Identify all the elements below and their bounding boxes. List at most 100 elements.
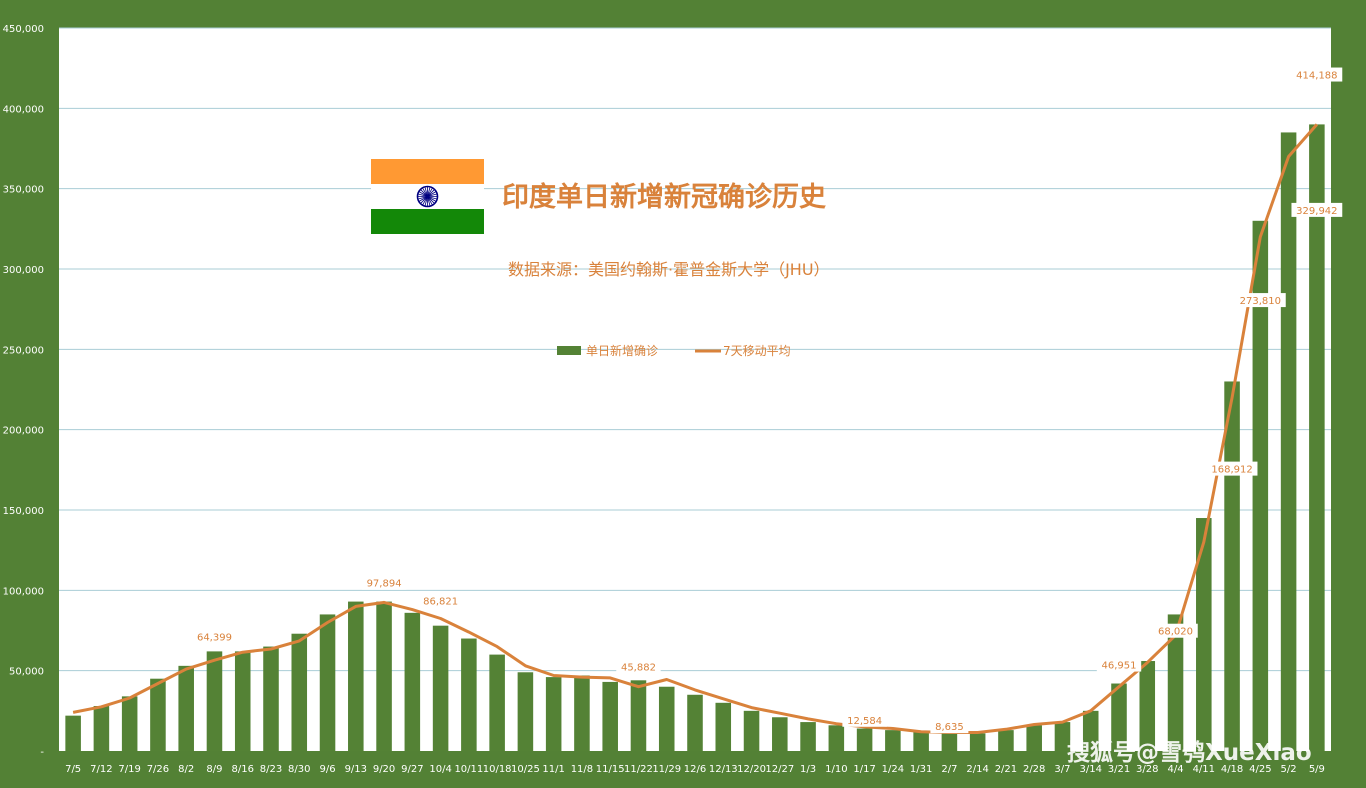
data-label-bg: [1234, 293, 1286, 308]
x-tick-label: 1/10: [825, 764, 847, 775]
plot-area: [59, 28, 1331, 751]
bar: [1082, 710, 1099, 751]
bar: [1167, 614, 1184, 751]
y-tick-label: 350,000: [3, 185, 44, 196]
data-labels: 64,399 97,894 86,821 45,882 12,584 8,635 46,95…: [192, 67, 1343, 734]
data-label: 8,635: [935, 722, 964, 733]
bar: [828, 725, 845, 751]
x-tick-label: 9/27: [401, 764, 423, 775]
india-flag-icon: [371, 159, 484, 234]
flag-chakra-spokes: [417, 186, 438, 207]
legend: 单日新增确诊 7天移动平均: [557, 343, 791, 358]
chart-title: 印度单日新增新冠确诊历史: [502, 181, 826, 213]
x-tick-label: 12/13: [709, 764, 738, 775]
x-tick-label: 8/9: [206, 764, 222, 775]
x-tick-label: 5/9: [1309, 764, 1325, 775]
bar: [121, 696, 138, 751]
data-label: 414,188: [1296, 71, 1337, 82]
y-axis-ticks: - 50,000 100,000 150,000 200,000 250,000 300,0…: [3, 24, 45, 758]
bar: [432, 625, 449, 751]
x-tick-label: 4/11: [1193, 764, 1215, 775]
data-label: 273,810: [1240, 296, 1281, 307]
x-tick-label: 8/23: [260, 764, 282, 775]
bar: [856, 728, 873, 751]
data-label: 97,894: [367, 579, 402, 590]
bar: [319, 614, 336, 751]
bar: [800, 722, 816, 751]
bar: [206, 651, 223, 751]
y-tick-label: 200,000: [3, 426, 44, 437]
bar: [602, 681, 618, 751]
x-tick-label: 3/7: [1054, 764, 1070, 775]
x-tick-label: 3/14: [1079, 764, 1101, 775]
bar: [376, 601, 392, 751]
x-tick-label: 8/30: [288, 764, 310, 775]
data-label-bg: [616, 659, 661, 674]
bar: [574, 675, 590, 751]
gridlines: [59, 27, 1331, 672]
bar: [517, 672, 534, 751]
data-label: 68,020: [1158, 627, 1193, 638]
x-tick-label: 1/17: [853, 764, 875, 775]
y-tick-label: 150,000: [3, 506, 44, 517]
flag-saffron-band: [371, 159, 484, 184]
bar: [1224, 381, 1240, 751]
x-tick-label: 9/20: [373, 764, 395, 775]
data-label: 45,882: [621, 662, 656, 673]
x-tick-label: 4/4: [1167, 764, 1183, 775]
x-tick-label: 1/3: [800, 764, 816, 775]
bar: [545, 677, 562, 751]
x-tick-label: 1/24: [882, 764, 904, 775]
x-tick-label: 11/1: [542, 764, 564, 775]
x-tick-label: 9/13: [345, 764, 367, 775]
bar: [913, 731, 929, 751]
x-tick-label: 4/18: [1221, 764, 1243, 775]
x-tick-label: 8/16: [231, 764, 253, 775]
y-tick-label: 400,000: [3, 104, 44, 115]
data-label: 329,942: [1296, 206, 1337, 217]
flag-green-band: [371, 209, 484, 234]
data-label-bg: [1153, 623, 1198, 638]
x-tick-label: 11/15: [596, 764, 625, 775]
x-tick-label: 4/25: [1249, 764, 1271, 775]
x-tick-label: 12/6: [684, 764, 706, 775]
bar: [941, 733, 958, 751]
data-label-bg: [418, 593, 463, 608]
x-tick-label: 10/25: [511, 764, 540, 775]
bar: [93, 706, 110, 751]
y-tick-label: 300,000: [3, 265, 44, 276]
x-tick-label: 7/12: [90, 764, 112, 775]
x-tick-label: 12/27: [765, 764, 794, 775]
bar: [1252, 220, 1269, 752]
bar: [630, 680, 647, 751]
x-tick-label: 10/11: [454, 764, 483, 775]
bar: [772, 717, 788, 751]
legend-line-label: 7天移动平均: [723, 344, 791, 358]
bar: [1280, 132, 1297, 751]
legend-bar-swatch: [557, 346, 581, 355]
bar: [885, 730, 901, 751]
y-tick-label: 50,000: [9, 667, 44, 678]
data-label-bg: [1206, 461, 1258, 476]
x-tick-label: 2/21: [995, 764, 1017, 775]
moving-average-line: [72, 123, 1319, 734]
data-label: 168,912: [1211, 465, 1252, 476]
bar: [489, 654, 505, 751]
bar: [404, 612, 421, 751]
bar-series: [65, 124, 1325, 752]
data-label-bg: [1291, 67, 1343, 82]
bar: [1196, 518, 1212, 751]
x-tick-label: 7/19: [118, 764, 140, 775]
line-series: [72, 123, 1319, 734]
bar: [658, 686, 675, 751]
x-tick-label: 11/22: [624, 764, 653, 775]
bar: [150, 678, 166, 751]
x-tick-label: 7/5: [65, 764, 81, 775]
x-tick-label: 1/31: [910, 764, 932, 775]
x-tick-label: 11/29: [652, 764, 681, 775]
x-tick-label: 5/2: [1281, 764, 1297, 775]
bar: [65, 715, 81, 751]
x-tick-label: 12/20: [737, 764, 766, 775]
